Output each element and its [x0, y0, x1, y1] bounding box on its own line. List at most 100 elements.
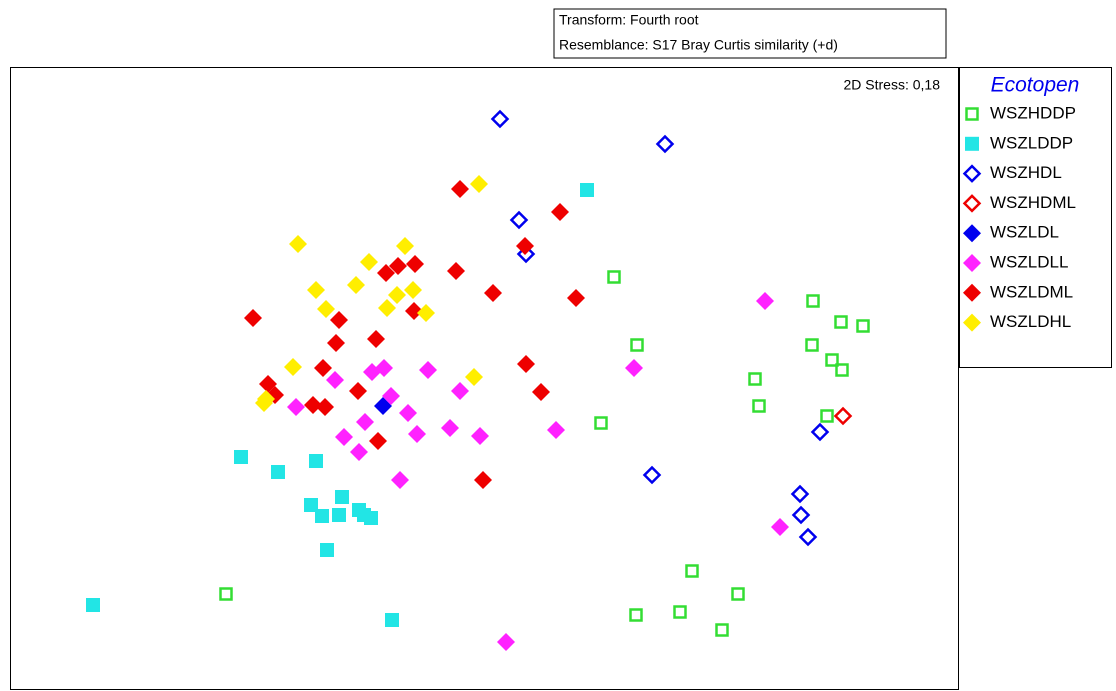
- point: [330, 311, 348, 329]
- point: [364, 511, 378, 525]
- point: [715, 623, 729, 637]
- point: [316, 398, 334, 416]
- point: [317, 300, 335, 318]
- point: [516, 244, 536, 264]
- point: [287, 398, 305, 416]
- legend-frame: [959, 67, 1112, 368]
- point: [327, 334, 345, 352]
- point: [580, 183, 594, 197]
- point: [532, 383, 550, 401]
- legend-marker: [963, 313, 981, 332]
- point: [798, 527, 818, 547]
- point: [509, 210, 529, 230]
- point: [378, 299, 396, 317]
- point: [465, 368, 483, 386]
- legend-marker: [965, 136, 979, 151]
- point: [810, 422, 830, 442]
- point: [356, 413, 374, 431]
- point: [347, 276, 365, 294]
- point: [731, 587, 745, 601]
- point: [655, 134, 675, 154]
- point: [314, 359, 332, 377]
- point: [349, 382, 367, 400]
- point: [234, 450, 248, 464]
- legend-marker: [963, 224, 981, 243]
- point: [335, 490, 349, 504]
- point: [326, 371, 344, 389]
- point: [369, 432, 387, 450]
- point: [474, 471, 492, 489]
- legend-title: Ecotopen: [991, 74, 1080, 97]
- point: [320, 543, 334, 557]
- point: [470, 175, 488, 193]
- transform-label: Transform: Fourth root: [559, 12, 699, 28]
- point: [642, 465, 662, 485]
- point: [835, 363, 849, 377]
- point: [419, 361, 437, 379]
- point: [332, 508, 346, 522]
- point: [673, 605, 687, 619]
- point: [219, 587, 233, 601]
- point: [315, 509, 329, 523]
- legend-label: WSZLDML: [990, 282, 1073, 301]
- point: [375, 359, 393, 377]
- point: [629, 608, 643, 622]
- point: [307, 281, 325, 299]
- point: [685, 564, 699, 578]
- legend-marker: [962, 164, 982, 183]
- point: [271, 465, 285, 479]
- point: [399, 404, 417, 422]
- legend-marker: [962, 194, 982, 213]
- point: [284, 358, 302, 376]
- point: [630, 338, 644, 352]
- point: [86, 598, 100, 612]
- plot-frame: [10, 67, 959, 690]
- point: [404, 281, 422, 299]
- point: [791, 505, 811, 525]
- point: [490, 109, 510, 129]
- point: [451, 382, 469, 400]
- point: [304, 396, 322, 414]
- resemblance-label: Resemblance: S17 Bray Curtis similarity …: [559, 37, 838, 53]
- point: [517, 355, 535, 373]
- legend-label: WSZHDML: [990, 193, 1076, 212]
- point: [594, 416, 608, 430]
- point: [856, 319, 870, 333]
- point: [607, 270, 621, 284]
- point: [497, 633, 515, 651]
- point: [805, 338, 819, 352]
- info-box: [553, 8, 947, 59]
- point: [391, 471, 409, 489]
- point: [790, 484, 810, 504]
- point: [382, 387, 400, 405]
- legend-label: WSZLDLL: [990, 252, 1068, 271]
- point: [834, 315, 848, 329]
- point: [406, 255, 424, 273]
- point: [389, 257, 407, 275]
- point: [752, 399, 766, 413]
- point: [388, 286, 406, 304]
- point: [417, 304, 435, 322]
- point: [806, 294, 820, 308]
- legend-label: WSZHDDP: [990, 103, 1076, 122]
- point: [304, 498, 318, 512]
- point: [567, 289, 585, 307]
- legend-label: WSZLDL: [990, 223, 1059, 242]
- point: [516, 237, 534, 255]
- point: [771, 518, 789, 536]
- point: [484, 284, 502, 302]
- legend-marker: [963, 254, 981, 272]
- point: [255, 394, 273, 412]
- point: [820, 409, 834, 423]
- legend-label: WSZHDL: [990, 163, 1062, 182]
- point: [748, 372, 762, 386]
- stress-label: 2D Stress: 0,18: [844, 77, 941, 93]
- legend-label: WSZLDHL: [990, 312, 1071, 331]
- point: [396, 237, 414, 255]
- point: [625, 359, 643, 377]
- point: [377, 264, 395, 282]
- point: [408, 425, 426, 443]
- point: [833, 406, 853, 426]
- point: [471, 427, 489, 445]
